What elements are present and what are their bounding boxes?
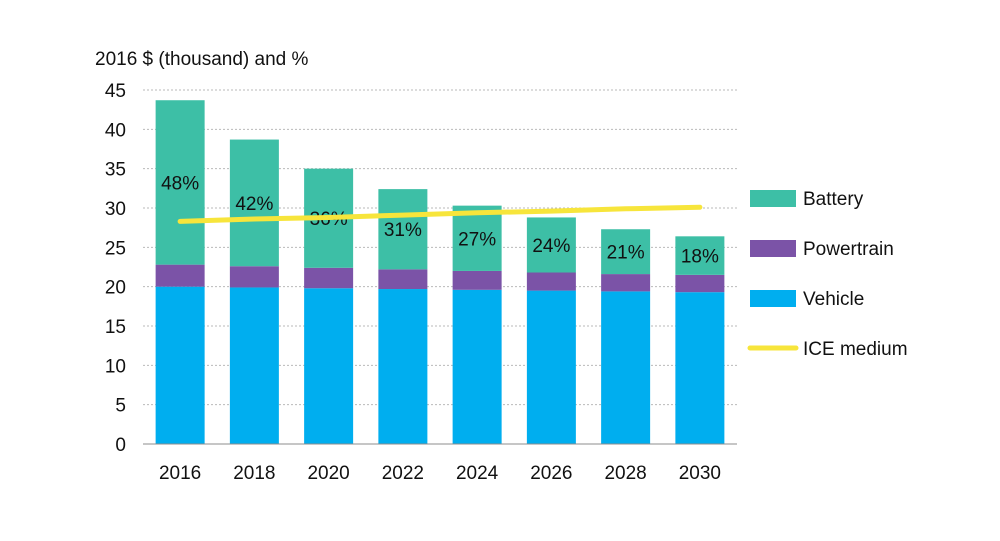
battery-share-label: 27% [458,229,496,250]
bar-battery [526,217,576,273]
x-tick-label: 2026 [530,463,572,484]
bars [155,100,725,444]
bar-vehicle [378,289,428,444]
bar-battery [452,205,502,271]
bar-vehicle [155,286,205,444]
x-tick-label: 2024 [456,463,499,484]
x-tick-label: 2016 [159,463,201,484]
bar-battery [155,100,205,265]
y-tick-label: 40 [105,120,126,141]
bar-powertrain [452,270,502,290]
y-tick-label: 25 [105,238,126,259]
y-tick-label: 30 [105,199,126,220]
legend-label: Battery [803,189,864,210]
y-axis-ticks: 0 5 10 15 20 25 30 35 40 45 [105,81,126,456]
battery-share-label: 31% [384,220,422,241]
y-tick-label: 10 [105,356,126,377]
bar-vehicle [452,289,502,444]
battery-share-label: 42% [235,194,273,215]
ice-medium-line-layer [177,204,703,224]
chart-title: 2016 $ (thousand) and % [95,49,308,70]
gridlines [143,89,737,406]
battery-share-label: 24% [532,236,570,257]
y-tick-label: 20 [105,278,126,299]
legend-label: ICE medium [803,339,908,360]
ice-medium-line [177,204,703,224]
bar-powertrain [304,267,354,289]
legend-swatch [750,240,796,257]
battery-share-label: 48% [161,173,199,194]
bar-vehicle [675,292,725,444]
battery-share-label: 21% [607,243,645,264]
x-axis-ticks: 2016 2018 2020 2022 2024 2026 2028 2030 [143,443,737,484]
y-tick-label: 0 [115,435,126,456]
bar-vehicle [601,291,651,444]
bar-powertrain [229,266,279,288]
y-tick-label: 45 [105,81,126,102]
bar-powertrain [601,274,651,292]
bar-powertrain [155,264,205,287]
x-tick-label: 2020 [307,463,349,484]
x-tick-label: 2018 [233,463,275,484]
bar-powertrain [378,269,428,290]
x-tick-label: 2022 [382,463,424,484]
bar-vehicle [229,287,279,444]
bar-battery [675,236,725,275]
legend-label: Vehicle [803,289,864,310]
bar-powertrain [675,274,725,293]
y-tick-label: 35 [105,160,126,181]
legend-swatch [750,190,796,207]
y-tick-label: 5 [115,396,126,417]
bar-powertrain [526,272,576,291]
legend-label: Powertrain [803,239,894,260]
bar-battery [601,229,651,275]
bar-vehicle [526,290,576,444]
y-tick-label: 15 [105,317,126,338]
legend: Battery Powertrain Vehicle ICE medium [747,189,908,360]
bar-battery [229,139,279,267]
x-tick-label: 2028 [604,463,646,484]
bar-battery [378,189,428,270]
x-tick-label: 2030 [679,463,721,484]
battery-share-label: 18% [681,247,719,268]
legend-swatch [750,290,796,307]
bar-vehicle [304,288,354,444]
